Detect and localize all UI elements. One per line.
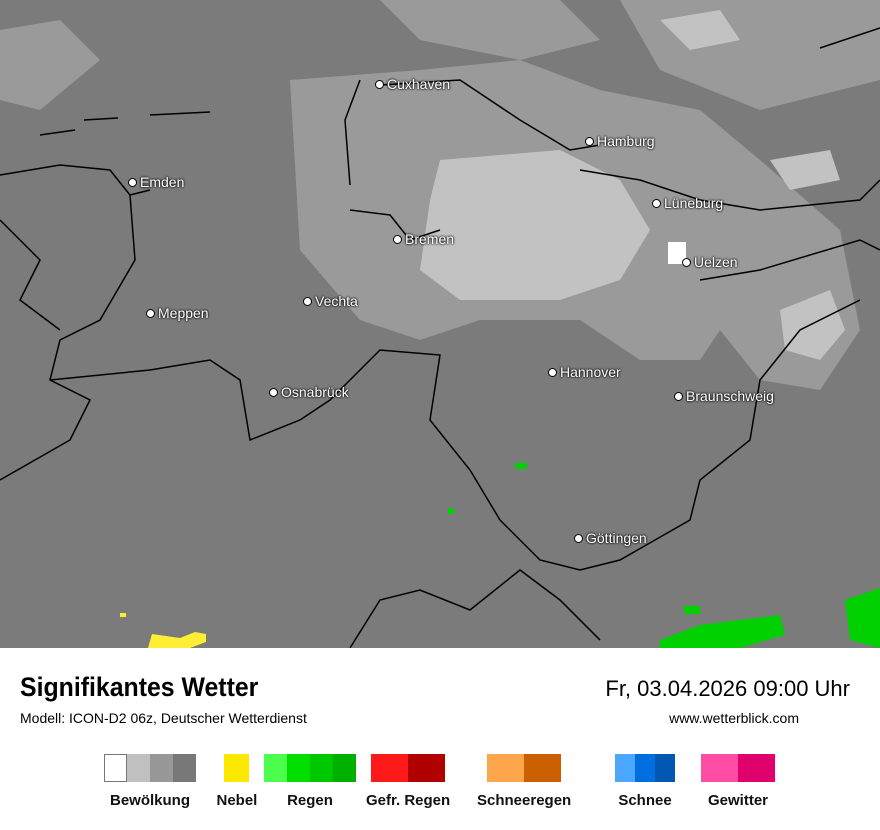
legend-item: Bewölkung xyxy=(104,754,196,809)
cloud-clear-patch xyxy=(668,242,686,264)
legend-swatch xyxy=(333,754,356,782)
legend-item: Gefr. Regen xyxy=(366,754,450,809)
legend-swatches xyxy=(371,754,446,782)
legend-swatch xyxy=(635,754,655,782)
city-label: Cuxhaven xyxy=(387,76,451,92)
legend-label: Bewölkung xyxy=(109,792,190,809)
legend-swatch xyxy=(408,754,446,782)
city-cuxhaven: Cuxhaven xyxy=(375,76,450,92)
legend-swatch xyxy=(173,754,196,782)
borders xyxy=(0,27,880,648)
city-goettingen: Göttingen xyxy=(574,530,647,546)
legend-label: Regen xyxy=(287,792,333,809)
city-label: Uelzen xyxy=(694,254,738,270)
legend-swatch xyxy=(701,754,738,782)
legend-item: Gewitter xyxy=(701,754,775,809)
city-label: Bremen xyxy=(405,231,455,247)
legend-swatches xyxy=(615,754,675,782)
legend-swatch xyxy=(127,754,150,782)
legend-swatches xyxy=(104,754,196,782)
legend-swatch xyxy=(371,754,409,782)
city-label: Hamburg xyxy=(597,133,655,149)
forecast-datetime: Fr, 03.04.2026 09:00 Uhr xyxy=(605,676,850,701)
legend-swatch xyxy=(264,754,287,782)
city-lueneburg: Lüneburg xyxy=(652,195,723,211)
legend-item: Nebel xyxy=(216,754,258,809)
legend-swatch xyxy=(487,754,525,782)
city-label: Osnabrück xyxy=(281,384,349,400)
city-label: Meppen xyxy=(158,305,209,321)
legend-swatch xyxy=(150,754,173,782)
city-label: Hannover xyxy=(560,364,621,380)
legend-item: Schnee xyxy=(615,754,675,809)
city-emden: Emden xyxy=(128,174,184,190)
legend-item: Schneeregen xyxy=(477,754,571,809)
city-label: Lüneburg xyxy=(664,195,724,211)
city-braunschweig: Braunschweig xyxy=(674,388,774,404)
city-vechta: Vechta xyxy=(303,293,358,309)
legend-swatch xyxy=(310,754,333,782)
weather-map: Cuxhaven Hamburg Emden Lüneburg Bremen U… xyxy=(0,0,880,648)
city-bremen: Bremen xyxy=(393,231,454,247)
legend-label: Schneeregen xyxy=(477,792,572,809)
legend-swatch xyxy=(655,754,675,782)
city-label: Vechta xyxy=(315,293,358,309)
website: www.wetterblick.com xyxy=(669,710,799,726)
city-label: Göttingen xyxy=(586,530,647,546)
city-uelzen: Uelzen xyxy=(682,254,738,270)
legend-swatch xyxy=(738,754,775,782)
rain-area xyxy=(448,463,880,648)
legend-swatches xyxy=(224,754,250,782)
map-title: Signifikantes Wetter xyxy=(20,672,259,702)
legend-swatches xyxy=(701,754,775,782)
legend-swatches xyxy=(264,754,356,782)
legend-swatch xyxy=(224,754,250,782)
map-layers xyxy=(0,0,880,648)
fog-area xyxy=(120,613,206,648)
city-label: Emden xyxy=(140,174,185,190)
city-hannover: Hannover xyxy=(548,364,621,380)
city-hamburg: Hamburg xyxy=(585,133,655,149)
legend-swatch xyxy=(287,754,310,782)
model-info: Modell: ICON-D2 06z, Deutscher Wetterdie… xyxy=(20,710,307,726)
city-osnabrueck: Osnabrück xyxy=(269,384,349,400)
legend-swatch xyxy=(524,754,562,782)
legend-label: Schnee xyxy=(618,792,672,809)
legend-item: Regen xyxy=(264,754,356,809)
legend-label: Gefr. Regen xyxy=(366,792,451,809)
cloud-light xyxy=(420,10,845,360)
legend-swatches xyxy=(487,754,562,782)
legend-label: Nebel xyxy=(216,792,258,809)
city-meppen: Meppen xyxy=(146,305,209,321)
city-label: Braunschweig xyxy=(686,388,774,404)
legend-label: Gewitter xyxy=(707,792,768,809)
legend-swatch xyxy=(104,754,127,782)
legend-swatch xyxy=(615,754,635,782)
